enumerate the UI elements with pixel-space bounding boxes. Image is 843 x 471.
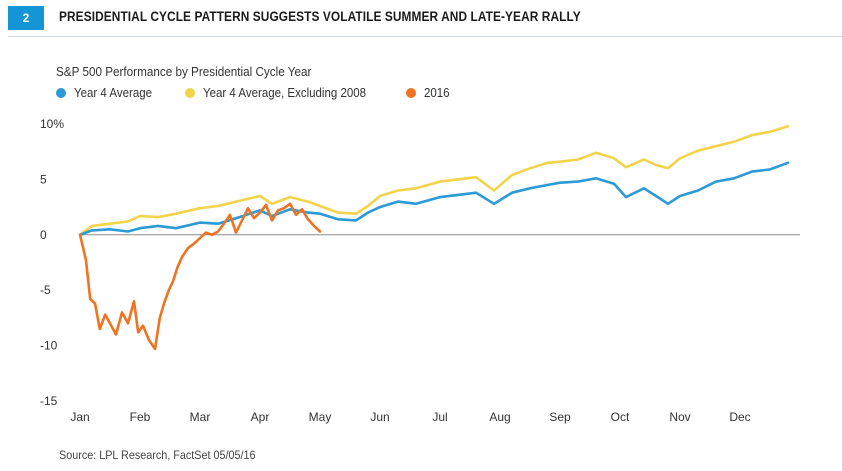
figure-number: 2 <box>22 11 30 25</box>
legend-label-2016: 2016 <box>424 86 450 100</box>
series-line-year4-excl-2008 <box>78 124 790 237</box>
series-lines <box>78 124 790 351</box>
x-tick-label: Sep <box>549 410 571 424</box>
source-note: Source: LPL Research, FactSet 05/05/16 <box>59 448 256 462</box>
legend-item-year4-average: Year 4 Average <box>56 86 159 100</box>
y-tick-label: 0 <box>40 228 47 242</box>
x-tick-label: Oct <box>611 410 630 424</box>
chart-legend: Year 4 Average Year 4 Average, Excluding… <box>56 86 478 100</box>
x-tick-label: Apr <box>251 410 270 424</box>
x-tick-label: Jan <box>70 410 89 424</box>
legend-marker-2016 <box>406 88 417 98</box>
x-tick-label: May <box>309 410 332 424</box>
y-tick-label: 5 <box>40 172 47 186</box>
y-axis-ticks: 10% 5 0 -5 -10 -15 <box>40 117 64 408</box>
figure-title: PRESIDENTIAL CYCLE PATTERN SUGGESTS VOLA… <box>59 9 581 24</box>
legend-marker-year4-average <box>56 88 66 98</box>
chart-title: S&P 500 Performance by Presidential Cycl… <box>56 64 312 79</box>
x-tick-label: Jul <box>432 410 447 424</box>
y-tick-label: -5 <box>40 283 51 297</box>
title-divider <box>8 36 842 37</box>
x-tick-label: Feb <box>130 410 151 424</box>
y-tick-label: 10% <box>40 117 64 131</box>
legend-marker-year4-excl-2008 <box>184 88 195 98</box>
x-tick-label: Aug <box>489 410 510 424</box>
y-tick-label: -15 <box>40 394 58 408</box>
legend-item-2016: 2016 <box>406 86 452 100</box>
legend-item-year4-excl-2008: Year 4 Average, Excluding 2008 <box>184 86 380 100</box>
x-tick-label: Nov <box>669 410 690 424</box>
legend-label-year4-average: Year 4 Average <box>74 86 153 100</box>
figure-number-badge: 2 <box>8 6 44 30</box>
series-line-year4-average <box>78 161 790 237</box>
x-tick-label: Dec <box>729 410 750 424</box>
x-axis-ticks: Jan Feb Mar Apr May Jun Jul Aug Sep Oct Nov Dec <box>70 410 750 424</box>
x-tick-label: Mar <box>190 410 211 424</box>
x-tick-label: Jun <box>370 410 389 424</box>
y-tick-label: -10 <box>40 339 58 353</box>
series-line-2016 <box>78 202 322 351</box>
legend-label-year4-excl-2008: Year 4 Average, Excluding 2008 <box>202 86 366 100</box>
